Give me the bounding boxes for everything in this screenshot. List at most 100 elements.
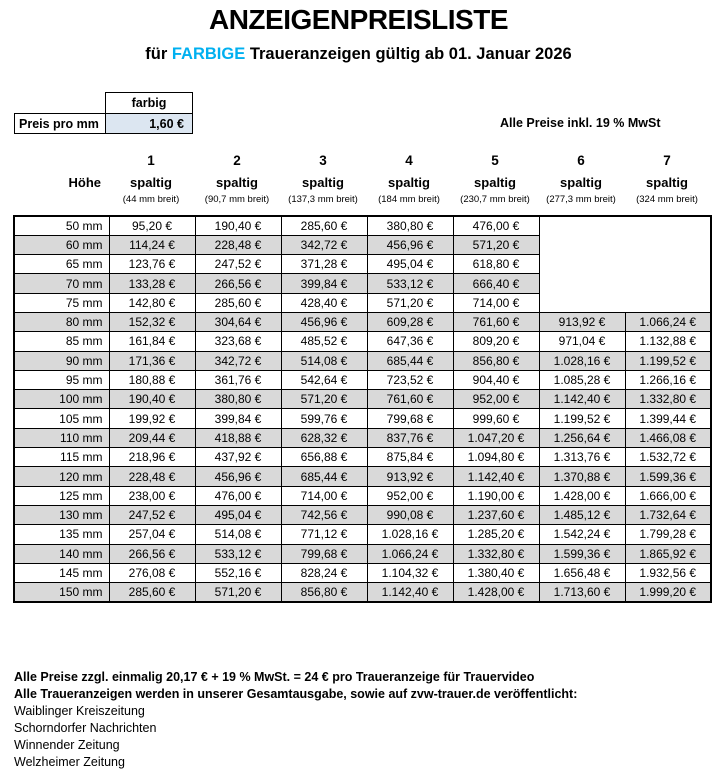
price-cell: 656,88 € — [280, 447, 368, 468]
table-row: 110 mm 209,44 €418,88 €628,32 €837,76 €1.… — [13, 427, 712, 449]
price-cell: 209,44 € — [108, 427, 196, 449]
row-height-cell: 150 mm — [13, 582, 110, 603]
price-cell: 628,32 € — [280, 427, 368, 449]
row-height-cell: 90 mm — [13, 350, 110, 371]
price-cell: 971,04 € — [538, 331, 626, 352]
price-cell: 495,04 € — [194, 504, 282, 526]
price-cell: 228,48 € — [108, 466, 196, 487]
price-per-mm-label: Preis pro mm — [14, 113, 105, 134]
price-cell: 1.666,00 € — [624, 485, 712, 506]
price-cell: 1.256,64 € — [538, 427, 626, 449]
row-height-cell: 125 mm — [13, 485, 110, 506]
newspaper-item: Schorndorfer Nachrichten — [14, 721, 157, 735]
price-cell: 856,80 € — [280, 582, 368, 603]
table-row: 150 mm 285,60 €571,20 €856,80 €1.142,40 €… — [13, 582, 712, 603]
price-cell: 1.132,88 € — [624, 331, 712, 352]
row-height-cell: 135 mm — [13, 524, 110, 545]
price-cell: 1.732,64 € — [624, 504, 712, 526]
price-cell: 799,68 € — [280, 543, 368, 564]
price-cell: 142,80 € — [108, 292, 196, 313]
height-column-header: Höhe — [68, 175, 102, 190]
price-cell: 837,76 € — [366, 427, 454, 449]
row-height-cell: 60 mm — [13, 234, 110, 256]
price-cell: 952,00 € — [452, 389, 540, 410]
price-cell: 1.199,52 € — [538, 408, 626, 429]
price-cell: 399,84 € — [280, 273, 368, 294]
price-per-mm-box: farbig Preis pro mm 1,60 € — [14, 92, 193, 134]
price-cell: 1.332,80 € — [452, 543, 540, 564]
price-cell: 714,00 € — [452, 292, 540, 313]
price-cell: 618,80 € — [452, 254, 540, 275]
price-cell: 476,00 € — [452, 215, 540, 236]
price-cell: 609,28 € — [366, 311, 454, 333]
price-cell: 1.190,00 € — [452, 485, 540, 506]
price-cell: 285,60 € — [194, 292, 282, 313]
price-cell: 342,72 € — [280, 234, 368, 256]
price-cell: 1.142,40 € — [452, 466, 540, 487]
price-cell: 1.485,12 € — [538, 504, 626, 526]
price-cell: 285,60 € — [280, 215, 368, 236]
price-cell: 552,16 € — [194, 562, 282, 584]
price-cell: 1.380,40 € — [452, 562, 540, 584]
row-height-cell: 105 mm — [13, 408, 110, 429]
table-row: 140 mm 266,56 €533,12 €799,68 €1.066,24 €… — [13, 543, 712, 564]
table-column-headers: Höhe 1 spaltig (44 mm breit) 2 spaltig (90,7 … — [13, 148, 710, 209]
price-cell: 1.047,20 € — [452, 427, 540, 449]
price-cell: 1.865,92 € — [624, 543, 712, 564]
price-table: 50 mm 95,20 €190,40 €285,60 €380,80 €476,… — [13, 215, 712, 603]
table-row: 70 mm 133,28 €266,56 €399,84 €533,12 €666… — [13, 273, 711, 294]
price-cell: 361,76 € — [194, 369, 282, 391]
price-cell: 1.094,80 € — [452, 447, 540, 468]
price-cell: 514,08 € — [280, 350, 368, 371]
price-cell: 571,20 € — [366, 292, 454, 313]
row-height-cell: 80 mm — [13, 311, 110, 333]
price-cell: 666,40 € — [452, 273, 540, 294]
price-cell: 1.028,16 € — [538, 350, 626, 371]
row-height-cell: 110 mm — [13, 427, 110, 449]
price-cell: 495,04 € — [366, 254, 454, 275]
subtitle-prefix: für — [145, 45, 172, 63]
price-cell: 1.066,24 € — [624, 311, 712, 333]
price-cell: 723,52 € — [366, 369, 454, 391]
table-row: 120 mm 228,48 €456,96 €685,44 €913,92 €1.… — [13, 466, 712, 487]
table-row: 50 mm 95,20 €190,40 €285,60 €380,80 €476,… — [13, 215, 712, 313]
price-cell: 418,88 € — [194, 427, 282, 449]
price-cell: 1.999,20 € — [624, 582, 712, 603]
price-cell: 1.932,56 € — [624, 562, 712, 584]
price-cell: 1.532,72 € — [624, 447, 712, 468]
price-cell: 1.199,52 € — [624, 350, 712, 371]
table-row: 125 mm 238,00 €476,00 €714,00 €952,00 €1.… — [13, 485, 712, 506]
price-cell: 171,36 € — [108, 350, 196, 371]
price-cell: 913,92 € — [538, 311, 626, 333]
price-cell: 257,04 € — [108, 524, 196, 545]
row-height-cell: 75 mm — [13, 292, 110, 313]
row-height-cell: 95 mm — [13, 369, 110, 391]
price-cell: 228,48 € — [194, 234, 282, 256]
column-header-1-spaltig: 1 spaltig (44 mm breit) — [122, 153, 180, 205]
row-height-cell: 100 mm — [13, 389, 110, 410]
price-cell: 533,12 € — [194, 543, 282, 564]
price-cell: 1.599,36 € — [624, 466, 712, 487]
price-cell: 1.028,16 € — [366, 524, 454, 545]
price-cell: 114,24 € — [108, 234, 196, 256]
table-row: 145 mm 276,08 €552,16 €828,24 €1.104,32 €… — [13, 562, 712, 584]
price-cell: 1.599,36 € — [538, 543, 626, 564]
price-cell: 799,68 € — [366, 408, 454, 429]
price-cell: 1.370,88 € — [538, 466, 626, 487]
price-cell: 1.066,24 € — [366, 543, 454, 564]
price-cell: 1.266,16 € — [624, 369, 712, 391]
price-cell: 714,00 € — [280, 485, 368, 506]
price-cell: 323,68 € — [194, 331, 282, 352]
subtitle-suffix: Traueranzeigen gültig ab 01. Januar 2026 — [245, 45, 572, 63]
newspaper-item: Welzheimer Zeitung — [14, 755, 125, 769]
row-height-cell: 130 mm — [13, 504, 110, 526]
price-cell: 685,44 € — [366, 350, 454, 371]
price-cell: 95,20 € — [108, 215, 196, 236]
price-cell: 476,00 € — [194, 485, 282, 506]
price-cell: 571,20 € — [452, 234, 540, 256]
price-cell: 952,00 € — [366, 485, 454, 506]
price-cell: 761,60 € — [366, 389, 454, 410]
table-row: 85 mm 161,84 €323,68 €485,52 €647,36 €809… — [13, 331, 712, 352]
price-cell: 437,92 € — [194, 447, 282, 468]
